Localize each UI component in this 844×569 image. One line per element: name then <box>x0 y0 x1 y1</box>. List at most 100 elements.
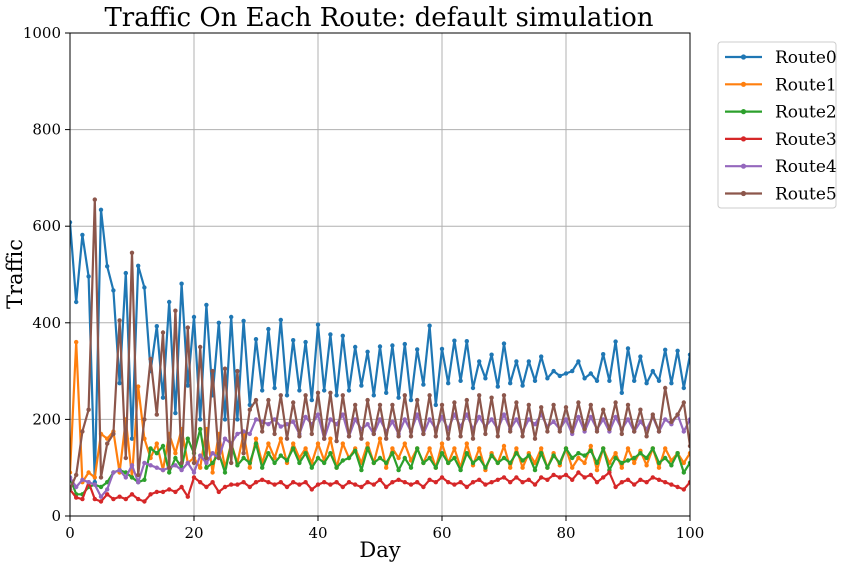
data-point-route3 <box>514 475 519 480</box>
legend-label: Route2 <box>775 103 837 123</box>
data-point-route0 <box>241 318 246 324</box>
data-point-route3 <box>477 477 482 482</box>
legend: Route0 Route1 Route2 Route3 Route4 Route5 <box>717 41 837 209</box>
data-point-route5 <box>334 438 339 444</box>
data-point-route3 <box>123 496 128 502</box>
data-point-route0 <box>204 302 209 308</box>
data-point-route3 <box>656 477 662 482</box>
data-point-route5 <box>532 436 538 441</box>
data-point-route5 <box>86 407 91 412</box>
data-point-route5 <box>675 412 680 417</box>
data-point-route2 <box>353 448 358 453</box>
data-point-route3 <box>229 482 234 487</box>
data-point-route5 <box>545 429 550 434</box>
data-point-route0 <box>545 376 550 381</box>
data-point-route3 <box>458 480 463 485</box>
legend-marker <box>740 81 747 87</box>
data-point-route5 <box>619 431 624 437</box>
data-point-route5 <box>70 487 73 492</box>
data-point-route3 <box>297 482 302 487</box>
data-point-route3 <box>241 480 246 485</box>
legend-label: Route5 <box>775 185 837 205</box>
data-point-route2 <box>241 455 246 461</box>
data-point-route2 <box>675 451 680 456</box>
data-point-route0 <box>278 317 283 323</box>
x-tick-label: 0 <box>65 524 75 542</box>
data-point-route3 <box>322 480 327 485</box>
data-point-route2 <box>204 465 209 470</box>
data-point-route4 <box>576 414 581 420</box>
data-point-route2 <box>148 446 153 451</box>
data-point-route2 <box>359 467 364 473</box>
data-point-route3 <box>408 482 414 487</box>
data-point-route2 <box>365 446 370 451</box>
data-point-route1 <box>663 446 668 451</box>
data-point-route5 <box>185 325 190 330</box>
data-point-route5 <box>266 397 271 403</box>
legend-item-route2: Route2 <box>725 103 837 123</box>
data-point-route4 <box>173 463 178 468</box>
data-point-route1 <box>396 455 401 461</box>
data-point-route2 <box>160 443 166 449</box>
data-point-route2 <box>439 451 445 456</box>
data-point-route4 <box>501 412 507 417</box>
legend-item-route5: Route5 <box>725 185 837 205</box>
data-point-route5 <box>632 429 637 434</box>
data-point-route5 <box>241 451 246 456</box>
data-point-route2 <box>433 465 438 470</box>
data-point-route4 <box>402 417 407 422</box>
data-point-route0 <box>284 393 290 398</box>
data-point-route4 <box>625 417 631 422</box>
data-point-route2 <box>129 475 135 480</box>
data-point-route5 <box>309 431 314 437</box>
data-point-route3 <box>160 489 166 495</box>
data-point-route2 <box>563 446 569 451</box>
data-point-route4 <box>477 414 482 420</box>
legend-marker <box>740 54 747 60</box>
data-point-route2 <box>576 451 581 456</box>
data-point-route0 <box>508 381 513 386</box>
legend-marker <box>740 109 747 115</box>
data-point-route0 <box>458 378 463 383</box>
data-point-route3 <box>235 482 240 487</box>
data-point-route2 <box>173 455 178 461</box>
data-point-route5 <box>291 400 296 405</box>
data-point-route5 <box>278 393 283 398</box>
data-point-route5 <box>452 400 457 405</box>
data-point-route0 <box>353 344 358 350</box>
data-point-route3 <box>594 480 600 485</box>
data-point-route3 <box>520 480 525 485</box>
data-point-route5 <box>359 436 364 441</box>
data-point-route3 <box>601 475 606 480</box>
data-point-route5 <box>582 426 587 432</box>
data-point-route3 <box>687 480 690 485</box>
data-point-route5 <box>408 434 414 439</box>
data-point-route5 <box>98 475 104 480</box>
data-point-route0 <box>446 381 451 386</box>
data-point-route3 <box>632 482 637 487</box>
data-point-route4 <box>551 419 556 424</box>
data-point-route2 <box>470 460 476 466</box>
data-point-route4 <box>303 414 308 420</box>
data-point-route5 <box>191 460 197 466</box>
series-route5 <box>70 197 690 492</box>
data-point-route4 <box>74 484 79 490</box>
data-point-route2 <box>582 453 587 458</box>
data-point-route1 <box>514 446 519 451</box>
data-point-route3 <box>92 496 98 502</box>
data-point-route1 <box>570 465 575 470</box>
data-point-route5 <box>656 429 662 434</box>
data-point-route3 <box>551 472 556 478</box>
data-point-route4 <box>278 424 283 429</box>
data-point-route5 <box>371 431 376 437</box>
y-tick-label: 600 <box>32 217 61 235</box>
data-point-route1 <box>582 460 587 466</box>
data-point-route4 <box>117 467 122 473</box>
data-point-route5 <box>353 402 358 408</box>
data-point-route4 <box>563 417 569 422</box>
data-point-route0 <box>129 436 135 441</box>
data-point-route0 <box>377 344 383 349</box>
data-point-route5 <box>483 431 488 437</box>
data-point-route1 <box>619 465 624 470</box>
